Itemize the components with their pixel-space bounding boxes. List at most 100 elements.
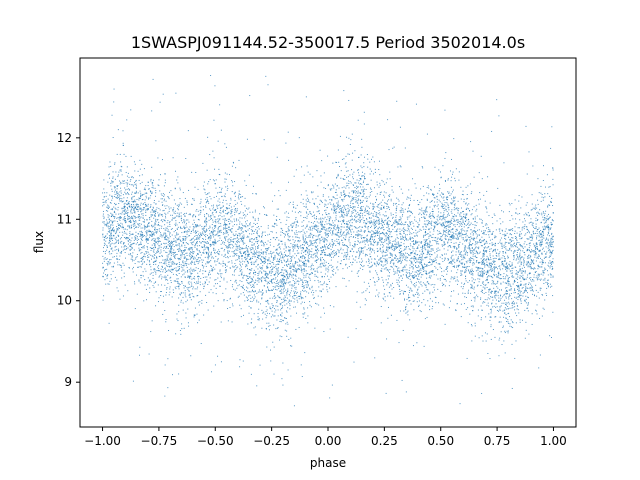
data-point [510,292,512,294]
data-point [518,290,520,292]
data-point [282,254,284,256]
data-point [240,266,242,268]
data-point [303,262,305,264]
data-point [404,208,406,210]
data-point [364,298,366,300]
data-point [309,277,311,279]
data-point [388,275,390,277]
data-point [140,252,142,254]
data-point [444,323,446,325]
data-point [426,242,428,244]
data-point [472,306,474,308]
data-point [484,332,486,334]
data-point [419,250,421,252]
data-point [548,265,550,267]
data-point [346,226,348,228]
data-point [124,222,126,224]
data-point [436,195,438,197]
data-point [458,233,460,235]
data-point [152,231,154,233]
data-point [455,229,457,231]
data-point [258,255,260,257]
data-point [426,187,428,188]
data-point [413,300,415,302]
data-point [260,241,262,243]
data-point [552,276,554,278]
data-point [369,239,371,241]
data-point [393,268,395,270]
data-point [426,214,428,216]
data-point [433,286,435,288]
data-point [302,297,304,299]
data-point [252,276,254,278]
data-point [369,271,371,273]
data-point [386,246,388,248]
data-point [278,297,280,299]
data-point [292,280,294,281]
data-point [279,297,281,299]
data-point [412,276,413,278]
data-point [300,265,302,267]
data-point [142,213,144,215]
data-point [327,230,329,232]
data-point [269,307,271,309]
data-point [373,221,375,223]
data-point [153,217,155,219]
data-point [196,248,198,250]
data-point [357,204,359,206]
data-point [285,323,287,325]
data-point [192,216,194,218]
data-point [119,191,121,193]
data-point [533,243,535,245]
data-point [530,256,532,258]
data-point [414,274,416,276]
data-point [454,246,456,248]
data-point [192,244,194,246]
data-point [113,256,115,258]
data-point [327,268,329,270]
data-point [456,207,458,209]
data-point [290,243,292,245]
data-point [337,203,339,205]
data-point [140,227,142,229]
data-point [241,269,243,271]
data-point [167,230,169,232]
data-point [170,257,172,259]
data-point [131,212,133,214]
data-point [400,238,402,240]
data-point [436,224,438,226]
data-point [348,233,350,235]
data-point [548,245,550,247]
data-point [367,166,369,168]
data-point [551,238,553,240]
data-point [342,211,344,213]
data-point [108,221,110,223]
data-point [483,261,485,263]
data-point [339,166,341,168]
data-point [212,150,214,152]
data-point [352,212,354,214]
data-point [499,259,501,260]
data-point [432,259,434,261]
data-point [124,191,126,193]
data-point [251,246,253,248]
data-point [290,345,292,347]
data-point [136,253,138,255]
data-point [418,271,420,273]
data-point [394,271,396,273]
data-point [274,273,276,275]
data-point [383,268,385,270]
data-point [395,215,397,217]
data-point [516,238,518,240]
data-point [443,241,445,243]
data-point [319,242,321,244]
data-point [166,259,168,261]
data-point [256,242,258,244]
data-point [197,259,199,261]
data-point [436,248,438,250]
data-point [357,182,359,184]
data-point [253,230,255,232]
data-point [385,215,387,217]
data-point [184,290,186,292]
data-point [543,225,545,227]
